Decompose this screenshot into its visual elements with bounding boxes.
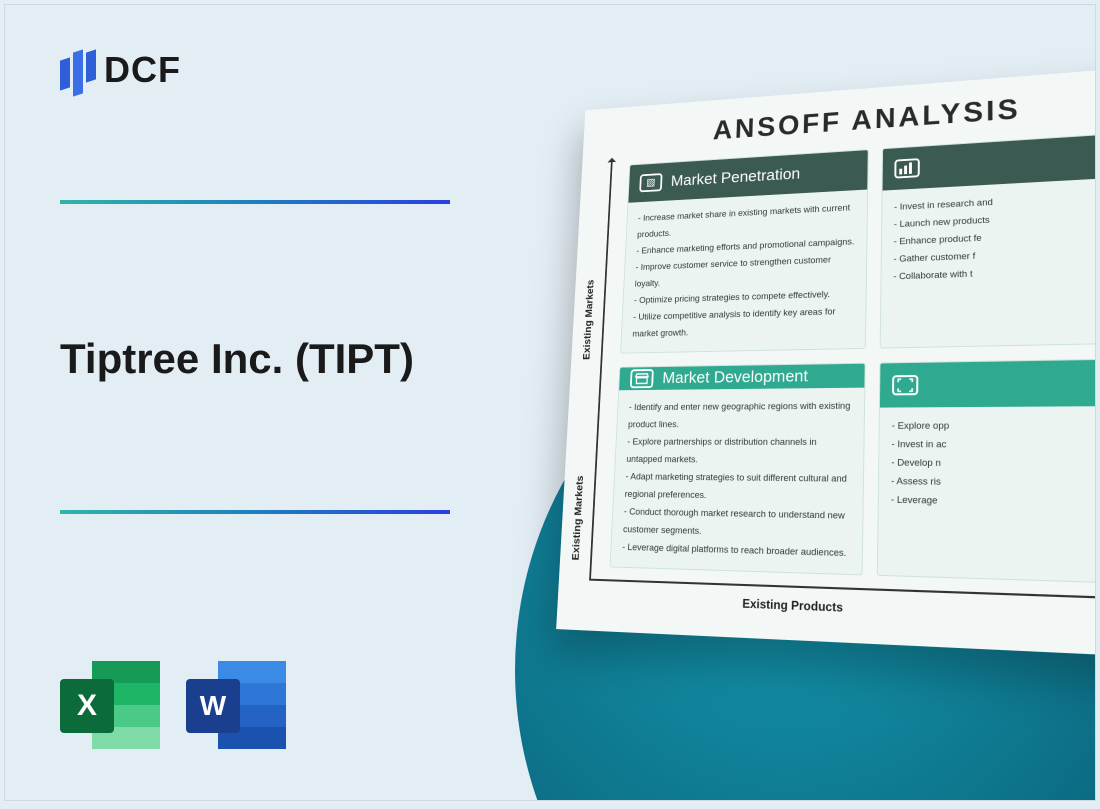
list-item: Develop n: [891, 454, 1096, 475]
x-axis-label: Existing Products: [742, 596, 843, 615]
list-item: Explore partnerships or distribution cha…: [626, 434, 852, 471]
chart-icon: [894, 158, 919, 178]
quadrant-top-right: Invest in research and Launch new produc…: [880, 131, 1096, 349]
excel-icon[interactable]: X: [60, 655, 160, 755]
list-item: Adapt marketing strategies to suit diffe…: [624, 468, 851, 507]
image-icon: ▧: [639, 173, 662, 192]
page-title: Tiptree Inc. (TIPT): [60, 335, 414, 383]
x-axis-arrow: [589, 579, 1096, 601]
quadrant-body: Explore opp Invest in ac Develop n Asses…: [879, 406, 1096, 526]
quadrant-body: Identify and enter new geographic region…: [610, 387, 864, 574]
list-item: Explore opp: [892, 417, 1096, 436]
excel-badge-letter: X: [60, 679, 114, 733]
divider-bottom: [60, 510, 450, 514]
list-item: Invest in ac: [891, 436, 1096, 456]
word-badge-letter: W: [186, 679, 240, 733]
y-axis-arrow: [589, 160, 613, 578]
list-item: Utilize competitive analysis to identify…: [632, 303, 854, 343]
list-item: Leverage: [891, 492, 1096, 515]
logo-text: DCF: [104, 49, 181, 91]
file-icons-row: X W: [60, 655, 286, 755]
ansoff-card-wrap: ANSOFF ANALYSIS Existing Markets Existin…: [545, 75, 1096, 635]
quadrant-body: Increase market share in existing market…: [621, 189, 867, 352]
y-axis-label-upper: Existing Markets: [582, 279, 597, 360]
logo: DCF: [60, 45, 181, 95]
y-axis-label-lower: Existing Markets: [571, 475, 586, 560]
quadrant-market-penetration: ▧ Market Penetration Increase market sha…: [620, 149, 869, 353]
store-icon: [630, 369, 654, 388]
quadrant-bottom-right: Explore opp Invest in ac Develop n Asses…: [877, 358, 1096, 585]
list-item: Identify and enter new geographic region…: [628, 397, 853, 433]
page-container: DCF Tiptree Inc. (TIPT) X W ANSOFF ANALY…: [4, 4, 1096, 801]
quadrant-market-development: Market Development Identify and enter ne…: [610, 363, 866, 576]
quadrant-body: Invest in research and Launch new produc…: [881, 176, 1096, 297]
list-item: Conduct thorough market research to unde…: [623, 504, 851, 545]
ansoff-grid: ▧ Market Penetration Increase market sha…: [610, 131, 1096, 585]
divider-top: [60, 200, 450, 204]
word-icon[interactable]: W: [186, 655, 286, 755]
quadrant-title: Market Development: [662, 366, 808, 387]
ansoff-card: ANSOFF ANALYSIS Existing Markets Existin…: [556, 65, 1096, 659]
quadrant-title: Market Penetration: [670, 164, 800, 190]
logo-bars-icon: [60, 45, 96, 95]
expand-icon: [892, 375, 918, 395]
